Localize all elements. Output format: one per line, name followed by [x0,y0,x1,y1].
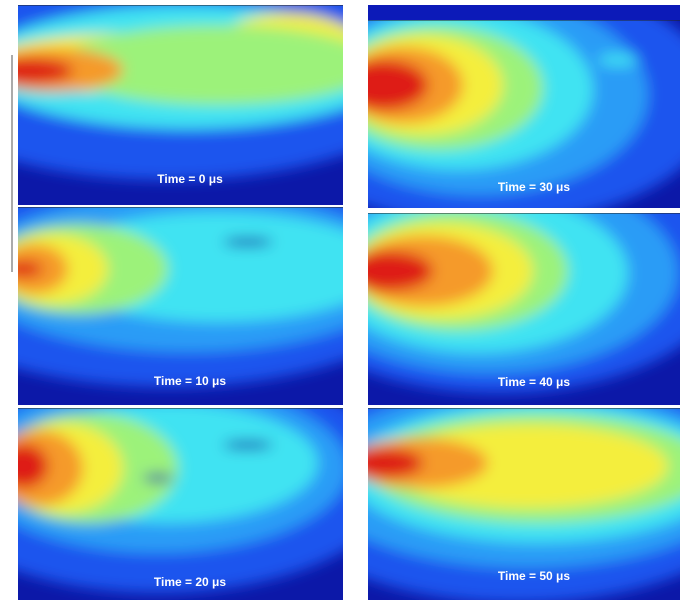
top-strip [368,5,680,20]
contour-level [598,54,638,66]
contour-level [18,444,48,488]
contour-level [18,58,73,84]
contour-level [223,238,273,246]
panel [368,20,680,208]
panel [368,408,680,600]
contour-level [368,251,433,291]
contour-level [143,474,173,482]
contour-level [368,448,423,478]
contour-field [368,20,680,208]
contour-field [18,408,343,593]
time-label: Time = 30 μs [498,180,570,194]
panel [18,5,343,205]
time-label: Time = 20 μs [154,575,226,589]
panel [368,213,680,405]
contour-level [223,441,273,449]
panel [18,207,343,405]
contour-level [58,25,343,105]
panel [18,408,343,600]
contour-level [368,60,428,110]
contour-field [18,207,343,387]
contour-level [18,261,43,277]
time-label: Time = 50 μs [498,569,570,583]
contour-field [368,408,680,600]
contour-field [368,213,680,393]
time-label: Time = 0 μs [157,172,223,186]
time-label: Time = 40 μs [498,375,570,389]
contour-field [18,5,343,180]
time-label: Time = 10 μs [154,374,226,388]
